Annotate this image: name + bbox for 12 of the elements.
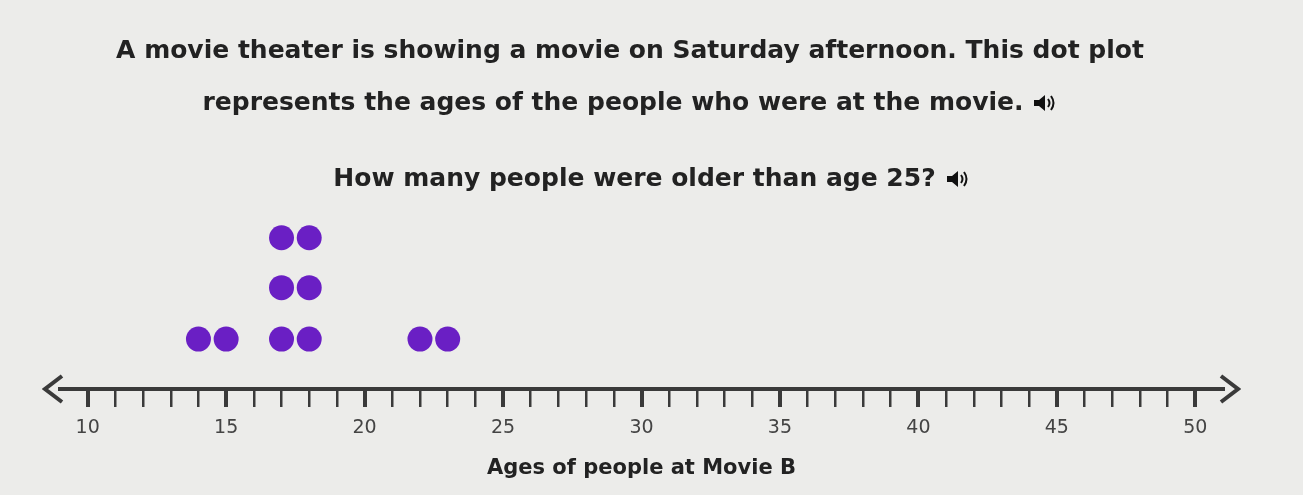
x-tick-label: 45	[1044, 415, 1069, 438]
x-tick-label: 25	[490, 415, 516, 438]
x-tick-label: 50	[1183, 415, 1208, 438]
x-tick-label: 10	[75, 415, 100, 438]
x-tick-label: 30	[629, 415, 654, 438]
x-tick-label: 20	[352, 415, 377, 438]
chart-title: A movie theater is showing a movie on Saturday afternoon. This dot plot represents the ages of the people who were at the movie.	[116, 35, 1144, 116]
x-tick-label: 15	[214, 415, 239, 438]
x-tick-label: 40	[906, 415, 931, 438]
x-axis-title: Ages of people at Movie B	[487, 454, 796, 479]
x-tick-label: 35	[767, 415, 793, 438]
chart-subtitle: How many people were older than age 25?	[333, 163, 936, 192]
